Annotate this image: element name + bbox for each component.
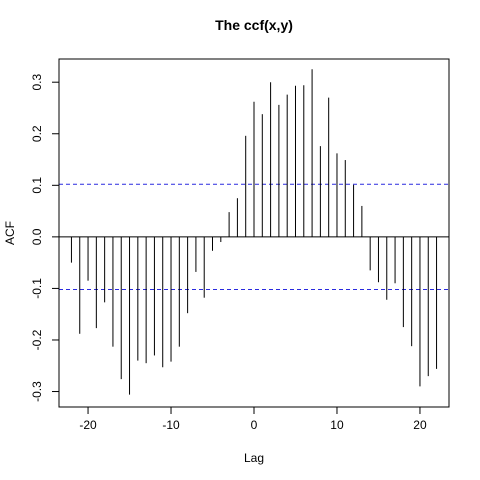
y-axis-label: ACF [3, 221, 17, 245]
x-axis-label: Lag [244, 451, 264, 465]
y-tick-label: -0.1 [30, 278, 44, 299]
y-tick-label: 0.2 [30, 125, 44, 142]
x-tick-label: 10 [330, 418, 344, 432]
y-tick-label: 0.1 [30, 177, 44, 194]
chart-title: The ccf(x,y) [215, 17, 293, 33]
x-tick-label: 0 [251, 418, 258, 432]
y-tick-label: -0.3 [30, 381, 44, 402]
y-tick-label: 0.0 [30, 228, 44, 245]
y-tick-label: 0.3 [30, 74, 44, 91]
y-tick-label: -0.2 [30, 329, 44, 350]
plot-area [59, 69, 449, 395]
x-tick-label: -20 [79, 418, 97, 432]
x-tick-label: 20 [413, 418, 427, 432]
x-axis: -20 -10 0 10 20 [79, 406, 427, 432]
y-axis: -0.3 -0.2 -0.1 0.0 0.1 0.2 0.3 [30, 74, 60, 402]
x-tick-label: -10 [162, 418, 180, 432]
